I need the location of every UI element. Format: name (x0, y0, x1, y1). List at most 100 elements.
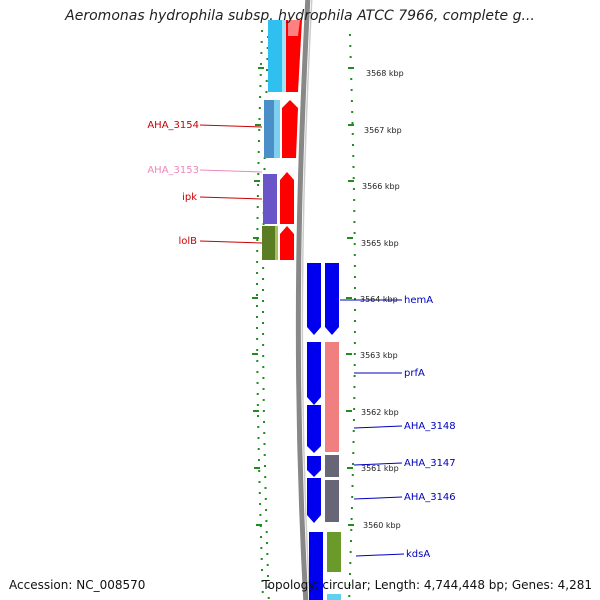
kbp-label: 3567 kbp (364, 126, 402, 135)
feature-blue-1 (307, 263, 321, 335)
kbp-label-group: 3568 kbp 3567 kbp 3566 kbp 3565 kbp 3564… (360, 69, 404, 530)
gene-label-left[interactable]: AHA_3153 (147, 165, 199, 176)
feature-salmon (325, 342, 339, 452)
ruler-dot (257, 448, 260, 450)
ruler-dot (352, 419, 355, 421)
leader-AHA_3146 (353, 496, 403, 500)
gene-label-right[interactable]: kdsA (406, 549, 430, 560)
feature-cyan-bottom (327, 594, 341, 600)
kbp-label: 3560 kbp (363, 521, 401, 530)
ruler-dot (353, 375, 356, 377)
map-title: Aeromonas hydrophila subsp. hydrophila A… (65, 8, 535, 24)
gene-label-right[interactable]: prfA (404, 368, 425, 379)
ruler-dot (257, 437, 260, 439)
ruler-dot (261, 569, 264, 571)
ruler-dot (263, 168, 266, 170)
ruler-dot (349, 551, 352, 553)
kbp-label: 3565 kbp (361, 239, 399, 248)
ruler-dot (256, 371, 259, 373)
ruler-dot (256, 272, 259, 274)
kbp-label: 3566 kbp (362, 182, 400, 191)
feature-grey-1 (325, 455, 339, 477)
ruler-dot (265, 91, 268, 93)
ruler-dot (353, 342, 356, 344)
ruler-dot (350, 89, 353, 91)
ruler-dot (353, 243, 356, 245)
kbp-label: 3561 kbp (361, 464, 399, 473)
leader-AHA_3147 (353, 462, 403, 466)
ruler-dot (264, 476, 267, 478)
feature-red-3 (280, 172, 294, 224)
ruler-dot (260, 63, 263, 65)
ruler-dot (266, 58, 269, 60)
ruler-dot (350, 78, 353, 80)
ruler-dot (266, 553, 269, 555)
ruler-dot (351, 111, 354, 113)
leader-AHA_3154 (199, 124, 263, 128)
label-group: AHA_3154 AHA_3153 ipk lolB hemA prfA AHA… (147, 120, 455, 560)
gene-label-right[interactable]: hemA (404, 295, 433, 306)
ruler-dot (262, 300, 265, 302)
ruler-dot (349, 56, 352, 58)
ruler-dot (256, 393, 259, 395)
gene-label-right[interactable]: AHA_3148 (404, 421, 456, 432)
ruler-dot (258, 470, 261, 472)
feature-olive-2 (327, 532, 341, 572)
ruler-dot (262, 355, 265, 357)
ruler-dot (353, 320, 356, 322)
ruler-dot (353, 364, 356, 366)
ruler-dot (257, 140, 260, 142)
ruler-dot (256, 327, 259, 329)
gene-label-left[interactable]: ipk (182, 192, 197, 203)
ruler-dot (256, 261, 259, 263)
gene-label-left[interactable]: lolB (178, 236, 197, 247)
ruler-dot (262, 333, 265, 335)
ruler-dot (351, 133, 354, 135)
ruler-dot (263, 454, 266, 456)
ruler-dot (353, 232, 356, 234)
feature-blue-7 (309, 532, 323, 600)
ruler-dot (262, 311, 265, 313)
gene-label-right[interactable]: AHA_3147 (404, 458, 456, 469)
ruler-dot (352, 188, 355, 190)
ruler-dot (352, 452, 355, 454)
ruler-dot (267, 597, 270, 599)
topology-text: Topology: circular; Length: 4,744,448 bp… (262, 578, 592, 592)
ruler-dot (260, 536, 263, 538)
ruler-dot (256, 283, 259, 285)
ruler-dot (257, 184, 260, 186)
ruler-dot (262, 267, 265, 269)
ruler-dot (351, 474, 354, 476)
ruler-dot (353, 309, 356, 311)
ruler-dot (263, 421, 266, 423)
ruler-dot (353, 287, 356, 289)
ruler-dot (256, 360, 259, 362)
ruler-dot (352, 430, 355, 432)
ruler-dot (353, 265, 356, 267)
ruler-dot (352, 463, 355, 465)
ruler-dot (260, 52, 263, 54)
feature-steelblue-pale (274, 100, 280, 158)
ruler-dot (352, 166, 355, 168)
ruler-dot (258, 481, 261, 483)
leader-AHA_3153 (199, 169, 263, 173)
ruler-dot (263, 432, 266, 434)
ruler-dot (352, 441, 355, 443)
ruler-dot (261, 591, 264, 593)
ruler-dot (353, 199, 356, 201)
ruler-dot (256, 349, 259, 351)
ruler-dot (257, 415, 260, 417)
ruler-dot (263, 443, 266, 445)
ruler-dot (262, 399, 265, 401)
gene-label-right[interactable]: AHA_3146 (404, 492, 456, 503)
ruler-dot (260, 558, 263, 560)
ruler-dot (256, 206, 259, 208)
ruler-dot (353, 298, 356, 300)
kbp-label: 3562 kbp (361, 408, 399, 417)
ruler-dot (350, 518, 353, 520)
ruler-dot (260, 547, 263, 549)
gene-label-left[interactable]: AHA_3154 (147, 120, 199, 131)
ruler-dot (349, 540, 352, 542)
ruler-dot (257, 426, 260, 428)
ruler-dot (257, 173, 260, 175)
